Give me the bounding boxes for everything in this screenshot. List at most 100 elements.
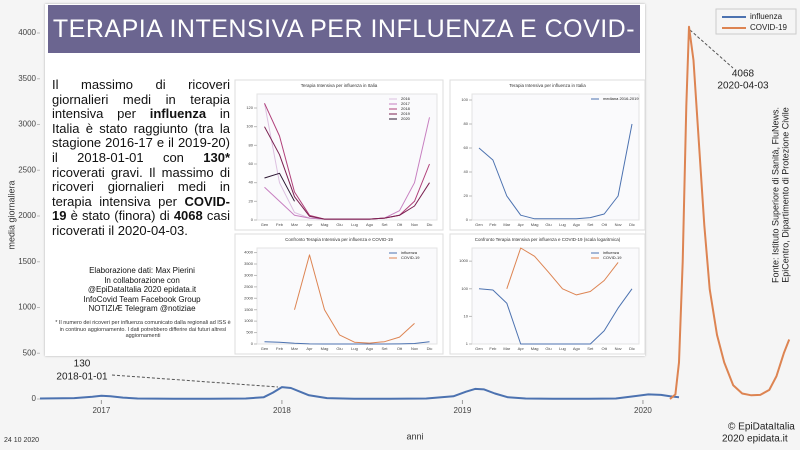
x-tick-label: Set [381,346,388,351]
x-tick-label: Feb [276,346,284,351]
x-tick-label: Set [381,222,388,227]
x-tick-label: Set [587,222,594,227]
x-tick-label: Mag [531,222,539,227]
x-tick-label: Apr [518,222,525,227]
x-tick-label: Dic [629,222,635,227]
y-tick-label: 2500 [18,165,36,174]
date: 24 10 2020 [4,437,39,444]
x-tick-label: Apr [518,346,525,351]
inset-title: Confronto Terapia Intensiva per influenz… [475,237,621,242]
summary-text: ricoverati gravi. Il massimo di ricoveri… [52,164,230,209]
credit-line: @EpiDataItalia 2020 epidata.it [87,285,197,294]
y-tick-label: 1000 [244,318,254,323]
x-tick-label: Ott [397,346,403,351]
y-tick-label: 4000 [244,250,254,255]
series-line [669,25,791,400]
credit-line: InfoCovid Team Facebook Group [83,294,201,304]
x-tick-label: Apr [306,346,313,351]
insets: Terapia Intensiva per influenza in Itali… [234,79,645,355]
legend-label: influenza [750,12,783,21]
x-axis-label: anni [406,431,423,441]
source: Fonte: Istituto Superiore di Sanità, Flu… [770,107,780,283]
x-tick-label: Feb [489,346,497,351]
y-tick-label: 1000 [459,258,469,263]
y-tick-label: 3000 [244,272,254,277]
summary-text: Il massimo di ricoveri giornalieri medi … [52,77,230,122]
copyright: 2020 epidata.it [722,434,788,445]
x-tick-label: Feb [276,222,284,227]
x-tick-label: Dic [427,346,433,351]
x-tick-label: Giu [336,346,342,351]
x-tick-label: Gen [475,222,483,227]
x-tick-label: Apr [306,222,313,227]
annotation: 2020-04-03 [717,81,769,92]
y-tick-label: 1 [466,341,469,346]
y-tick-label: 0 [32,394,37,403]
series-line [478,288,633,345]
y-tick-label: 100 [461,97,468,102]
y-tick-label: 60 [249,161,254,166]
x-tick-label: Lug [351,346,358,351]
summary-text: influenza [149,106,207,122]
y-tick-label: 80 [464,121,469,126]
x-tick-label: Ago [366,222,374,227]
summary-text: COVID-19 [52,193,230,224]
y-tick-label: 500 [23,348,37,357]
legend-label: influenza [603,250,620,255]
x-tick-label: Gen [475,346,483,351]
x-tick-label: Ago [366,346,374,351]
annotation: 2018-01-01 [56,372,108,383]
x-tick-label: Giu [336,222,342,227]
inset-plot [256,93,438,221]
legend-label: influenza [401,250,418,255]
y-tick-label: 3500 [18,74,36,83]
x-tick-label: Mar [503,222,511,227]
y-tick-label: 40 [464,169,469,174]
x-tick-label: Set [587,346,594,351]
x-tick-label: Mar [291,346,299,351]
series-line [294,254,415,344]
y-tick-label: 3000 [18,120,36,129]
x-tick-label: Gen [261,222,269,227]
y-tick-label: 100 [461,286,468,291]
series-line [506,247,619,296]
inset-plot [471,247,640,345]
x-tick-label: Gen [261,346,269,351]
copyright: © EpiDataItalia [728,422,795,433]
inset-title: Confronto Terapia Intensiva per influenz… [285,237,393,242]
y-tick-label: 1500 [244,307,254,312]
x-tick-label: Lug [559,346,566,351]
summary-text: casi ricoverati il 2020-04-03. [52,208,230,238]
series-line [264,126,430,220]
series-line [478,123,633,220]
y-tick-label: 4000 [18,28,36,37]
y-tick-label: 3500 [244,261,254,266]
y-tick-label: 40 [249,180,254,185]
footnote: * Il numero dei ricoveri per influenza c… [55,320,231,339]
x-tick-label: Dic [427,222,433,227]
y-axis-label: media giornaliera [6,180,16,249]
x-tick-label: 2020 [634,406,652,415]
annotation: 130 [74,359,91,370]
x-tick-label: Nov [411,346,418,351]
summary: Il massimo di ricoveri giornalieri medi … [52,77,230,239]
y-tick-label: 60 [464,145,469,150]
credit-line: NOTIZIÆ Telegram @notiziae [88,304,196,313]
annotation-arrow [111,374,279,388]
y-tick-label: 0 [251,217,254,222]
overlay-panel: TERAPIA INTENSIVA PER INFLUENZA E COVID-… [45,4,645,356]
x-tick-label: Dic [629,346,635,351]
inset-plot [471,93,640,221]
y-tick-label: 2500 [244,284,254,289]
x-tick-label: Nov [411,222,418,227]
x-tick-label: Lug [559,222,566,227]
annotation: 4068 [732,69,755,80]
legend-label: 2020 [401,116,411,121]
legend-label: 2018 [401,106,411,111]
legend-label: COVID-19 [750,23,787,32]
legend-frame [715,8,797,35]
y-tick-label: 0 [466,217,469,222]
y-tick-label: 80 [249,142,254,147]
